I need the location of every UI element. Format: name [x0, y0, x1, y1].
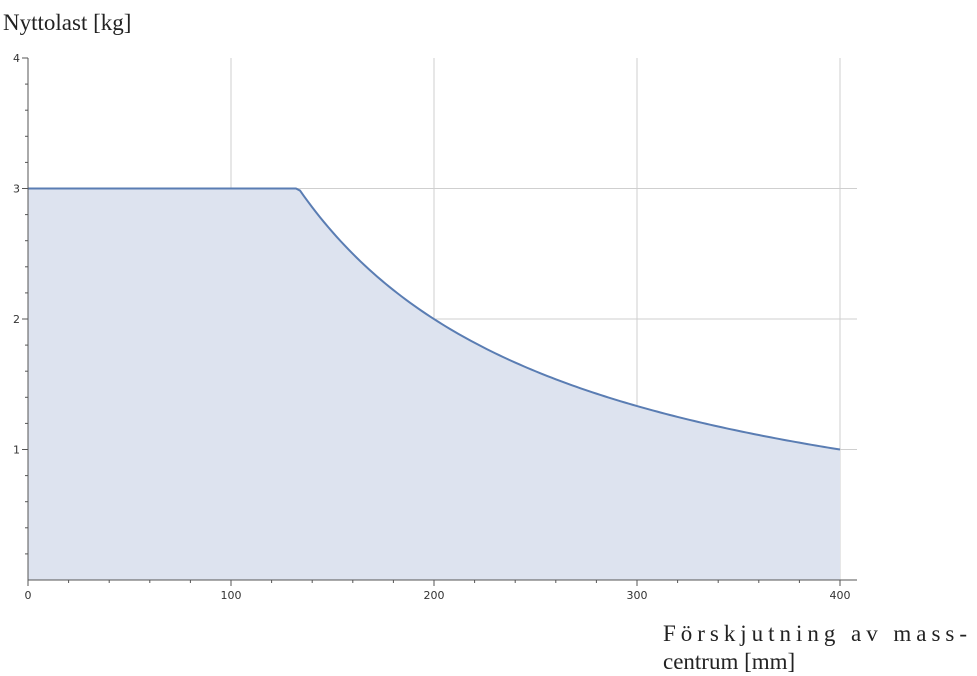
series-line — [28, 187, 841, 451]
y-axis-title: Nyttolast [kg] — [3, 10, 131, 35]
label-layer: 0 100 200 300 400 1 2 3 4 Nyttolast [kg] Förskjutn… — [3, 10, 967, 674]
y-tick-label-3: 3 — [13, 183, 20, 196]
y-tick-label-2: 2 — [13, 313, 20, 326]
area-layer — [28, 187, 841, 580]
x-tick-label-300: 300 — [627, 589, 648, 602]
y-tick-label-4: 4 — [13, 52, 20, 65]
series-area-fill — [28, 188, 840, 580]
x-axis-title-line-2: centrum [mm] — [663, 649, 795, 674]
x-tick-label-400: 400 — [830, 589, 851, 602]
x-tick-label-200: 200 — [424, 589, 445, 602]
x-axis-title-line-1: Förskjutning av mass- — [663, 621, 967, 646]
axis-layer — [22, 57, 857, 586]
x-tick-label-0: 0 — [25, 589, 32, 602]
x-tick-label-100: 100 — [221, 589, 242, 602]
y-tick-label-1: 1 — [13, 444, 20, 457]
